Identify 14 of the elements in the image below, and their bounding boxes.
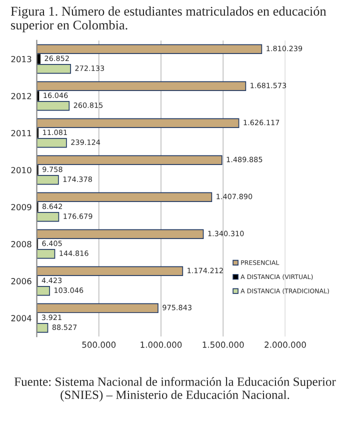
- y-tick-label: 2008: [11, 241, 32, 248]
- source-note: Fuente: Sistema Nacional de información la Educación Superior (SNIES) – Ministerio de Educación Nacional.: [14, 377, 336, 402]
- x-tick-label: 500.000: [82, 342, 116, 348]
- y-tick-label: 2009: [11, 204, 32, 210]
- x-tick-label: 1.000.000: [140, 342, 182, 348]
- chart-title: Figura 1. Número de estudiantes matriculados en educación superior en Colombia.: [10, 6, 326, 32]
- y-tick-label: 2013: [11, 56, 32, 62]
- y-tick-label: 2006: [11, 278, 32, 284]
- y-tick-label: 2004: [11, 315, 32, 322]
- x-tick-label: 1.500.000: [202, 342, 244, 348]
- y-tick-label: 2010: [11, 166, 32, 174]
- y-tick-label: 2011: [11, 130, 32, 136]
- x-tick-label: 2.000.000: [264, 342, 306, 348]
- y-tick-label: 2012: [11, 92, 32, 100]
